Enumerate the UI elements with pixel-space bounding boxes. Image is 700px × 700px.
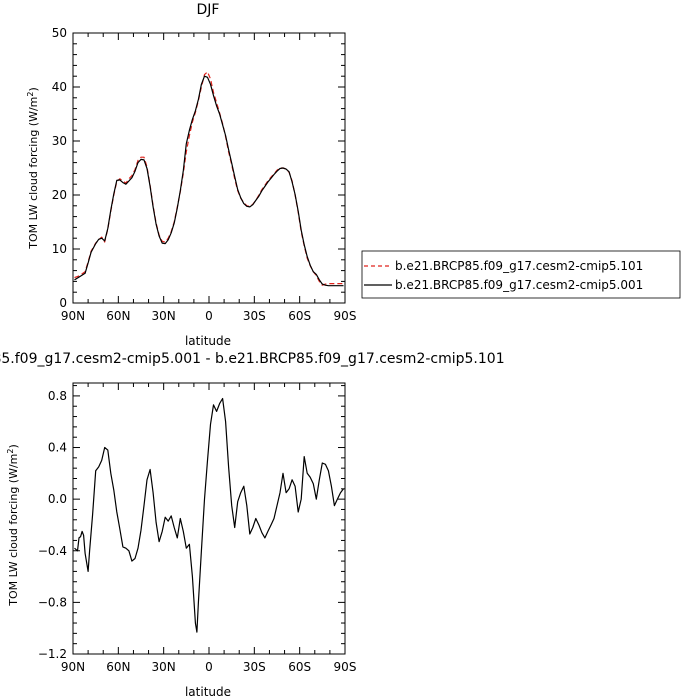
bottom-x-tick-label: 60S — [288, 660, 311, 674]
top-series-line-2 — [74, 75, 344, 287]
top-plot-frame — [72, 32, 346, 304]
bottom-y-tick-label: 0.4 — [48, 441, 67, 455]
top-y-tick-label: 40 — [52, 80, 67, 94]
bottom-y-tick-label: −1.2 — [38, 647, 67, 661]
bottom-y-tick-label: −0.4 — [38, 544, 67, 558]
top-x-tick-label: 30N — [152, 309, 176, 323]
legend-label-series-1: b.e21.BRCP85.f09_g17.cesm2-cmip5.101 — [395, 259, 643, 273]
bottom-panel: b.e21.BRCP85.f09_g17.cesm2-cmip5.001 - b… — [0, 351, 505, 699]
top-plot-area: 90N 60N 30N 0 30S 60S 90S 0 10 20 30 40 50 — [52, 26, 357, 323]
bottom-x-tick-label: 30N — [152, 660, 176, 674]
top-y-tick-label: 50 — [52, 26, 67, 40]
bottom-x-tick-label: 90N — [61, 660, 85, 674]
top-series-line-1 — [74, 71, 344, 286]
legend-box — [361, 250, 681, 299]
bottom-x-tick-label: 0 — [205, 660, 213, 674]
top-x-tick-label: 60S — [288, 309, 311, 323]
top-y-tick-label: 10 — [52, 242, 67, 256]
top-x-tick-label: 90S — [334, 309, 357, 323]
top-y-tick-label: 0 — [59, 296, 67, 310]
top-y-tick-label: 30 — [52, 134, 67, 148]
legend: b.e21.BRCP85.f09_g17.cesm2-cmip5.101 b.e… — [361, 250, 681, 299]
top-x-tick-label: 90N — [61, 309, 85, 323]
bottom-x-axis-label: latitude — [185, 685, 231, 699]
top-x-tick-label: 30S — [243, 309, 266, 323]
bottom-y-tick-label: 0.8 — [48, 389, 67, 403]
bottom-y-tick-label: −0.8 — [38, 595, 67, 609]
bottom-plot-area: 90N 60N 30N 0 30S 60S 90S 0.8 0.4 0.0 −0.4 −0.8 −1.2 — [38, 382, 357, 674]
top-y-axis-label: TOM LW cloud forcing (W/m2) — [26, 87, 40, 250]
top-panel: DJF TOM LW cloud forcing (W/m2) 90N 60N 30… — [26, 2, 356, 348]
top-x-tick-label: 0 — [205, 309, 213, 323]
bottom-x-tick-label: 90S — [334, 660, 357, 674]
legend-label-series-2: b.e21.BRCP85.f09_g17.cesm2-cmip5.001 — [395, 278, 643, 292]
bottom-chart-title: b.e21.BRCP85.f09_g17.cesm2-cmip5.001 - b… — [0, 351, 505, 367]
bottom-plot-frame — [72, 382, 346, 655]
top-y-tick-label: 20 — [52, 188, 67, 202]
top-x-axis-label: latitude — [185, 334, 231, 348]
bottom-y-tick-label: 0.0 — [48, 492, 67, 506]
bottom-x-tick-label: 60N — [106, 660, 130, 674]
bottom-x-tick-label: 30S — [243, 660, 266, 674]
top-x-tick-label: 60N — [106, 309, 130, 323]
bottom-series-line-1 — [74, 397, 344, 633]
top-chart-title: DJF — [197, 2, 220, 18]
bottom-y-axis-label: TOM LW cloud forcing (W/m2) — [6, 444, 20, 607]
